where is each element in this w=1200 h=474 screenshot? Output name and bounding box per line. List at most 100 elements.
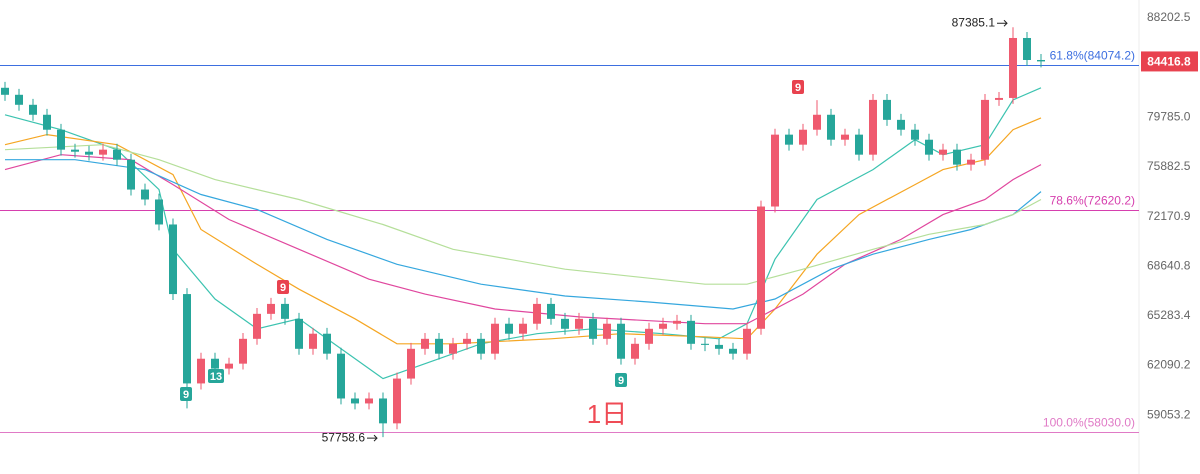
- low-arrow: [367, 434, 378, 442]
- candle-body: [757, 206, 765, 329]
- candle-body: [981, 99, 989, 160]
- candle-body: [995, 97, 1003, 100]
- y-tick-label: 79785.0: [1147, 109, 1191, 123]
- ma-line: [4, 154, 1042, 325]
- fib-label: 100.0%(58030.0): [1043, 416, 1135, 430]
- candle-body: [687, 320, 695, 344]
- candle-body: [351, 398, 359, 404]
- candle-body: [435, 338, 443, 354]
- td-marker: 9: [795, 82, 801, 94]
- td-marker: 9: [618, 375, 624, 387]
- candle-body: [589, 318, 597, 339]
- candle-body: [1009, 37, 1017, 98]
- high-label: 87385.1: [952, 15, 996, 29]
- td-marker-box: [277, 280, 289, 294]
- high-arrow: [997, 19, 1008, 27]
- y-tick-label: 88202.5: [1147, 10, 1191, 24]
- candle-body: [337, 353, 345, 399]
- candle-body: [911, 129, 919, 140]
- candle-body: [183, 294, 191, 384]
- candle-body: [15, 94, 23, 105]
- candle-body: [603, 323, 611, 339]
- candle-body: [673, 320, 681, 324]
- low-label: 57758.6: [322, 430, 366, 444]
- candle-body: [211, 358, 219, 369]
- ma-line: [5, 159, 1042, 310]
- y-tick-label: 75882.5: [1147, 159, 1191, 173]
- fib-label: 61.8%(84074.2): [1050, 49, 1135, 63]
- y-tick-label: 59053.2: [1147, 407, 1191, 421]
- y-tick-label: 65283.4: [1147, 308, 1191, 322]
- candle-body: [99, 149, 107, 155]
- candle-body: [57, 129, 65, 150]
- candle-body: [197, 358, 205, 384]
- y-tick-label: 72170.9: [1147, 209, 1191, 223]
- candle-body: [953, 149, 961, 165]
- candle-body: [141, 189, 149, 200]
- candle-body: [547, 303, 555, 319]
- candle-body: [855, 134, 863, 155]
- candle-body: [827, 114, 835, 140]
- candle-body: [239, 338, 247, 364]
- candle-body: [631, 343, 639, 359]
- candle-body: [967, 159, 975, 165]
- candle-body: [701, 343, 709, 345]
- candle-body: [225, 363, 233, 369]
- candle-body: [407, 348, 415, 379]
- candle-body: [715, 344, 723, 349]
- candle-body: [449, 343, 457, 354]
- candle-body: [155, 199, 163, 225]
- fib-label: 78.6%(72620.2): [1050, 194, 1135, 208]
- candle-body: [491, 323, 499, 354]
- candle-body: [393, 378, 401, 424]
- candle-body: [841, 134, 849, 140]
- candle-body: [617, 323, 625, 359]
- candle-body: [169, 224, 177, 295]
- candle-body: [505, 323, 513, 334]
- candle-body: [897, 119, 905, 130]
- last-price-label: 84416.8: [1147, 55, 1191, 69]
- td-marker-box: [180, 387, 192, 401]
- candle-body: [813, 114, 821, 130]
- candle-body: [785, 134, 793, 145]
- candle-body: [883, 99, 891, 120]
- td-marker-box: [208, 369, 224, 383]
- td-marker-box: [615, 373, 627, 387]
- candle-body: [575, 318, 583, 329]
- candle-body: [533, 303, 541, 324]
- td-marker: 13: [210, 371, 222, 383]
- candle-body: [659, 323, 667, 329]
- last-price-tag: [1141, 51, 1198, 72]
- interval-watermark: 1日: [587, 399, 627, 429]
- candle-body: [939, 149, 947, 155]
- candle-body: [463, 338, 471, 344]
- candle-body: [799, 129, 807, 145]
- candle-body: [113, 149, 121, 160]
- candle-body: [295, 318, 303, 349]
- candle-body: [925, 139, 933, 155]
- candle-body: [771, 134, 779, 207]
- ma-line: [4, 144, 1042, 285]
- candle-body: [729, 348, 737, 354]
- candle-body: [645, 328, 653, 344]
- candle-body: [379, 398, 387, 424]
- candle-body: [1037, 59, 1045, 62]
- candle-body: [561, 318, 569, 329]
- y-tick-label: 68640.8: [1147, 258, 1191, 272]
- candle-body: [743, 328, 751, 354]
- candle-body: [71, 149, 79, 152]
- ma-line: [4, 117, 1042, 345]
- td-marker: 9: [183, 389, 189, 401]
- candle-body: [281, 303, 289, 319]
- candle-body: [1023, 37, 1031, 60]
- candle-body: [477, 338, 485, 354]
- candle-body: [253, 313, 261, 339]
- candle-body: [43, 114, 51, 130]
- candle-body: [323, 333, 331, 354]
- candle-body: [519, 323, 527, 334]
- candle-body: [267, 303, 275, 314]
- candle-body: [85, 151, 93, 155]
- td-marker: 9: [280, 282, 286, 294]
